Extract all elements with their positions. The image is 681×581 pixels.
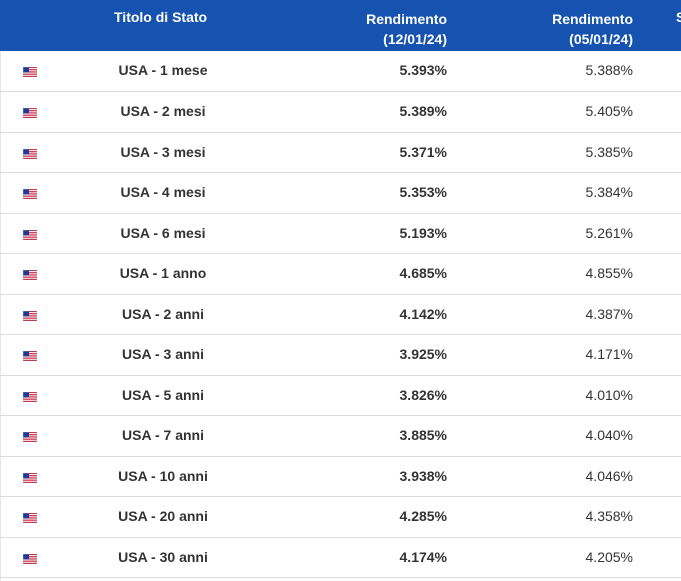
table-row[interactable]: USA - 2 mesi 5.389% 5.405% [0,92,681,133]
bond-name[interactable]: USA - 3 mesi [120,143,206,160]
bond-name[interactable]: USA - 30 anni [118,548,208,565]
table-row[interactable]: USA - 3 anni 3.925% 4.171% [0,335,681,376]
yield-prev: 5.385% [585,143,633,160]
yield-current: 4.142% [399,305,447,322]
yield-current: 5.393% [399,62,447,78]
yield-current: 5.353% [399,184,447,200]
yield-prev: 4.171% [585,346,633,362]
table-row[interactable]: USA - 5 anni 3.826% 4.010% [0,376,681,416]
yield-prev: 4.205% [585,548,633,565]
bond-name[interactable]: USA - 1 anno [119,265,207,281]
us-flag-icon [22,551,38,564]
bond-name[interactable]: USA - 2 mesi [120,103,206,119]
bond-name[interactable]: USA - 7 anni [122,427,204,443]
us-flag-icon [22,510,38,524]
us-flag-icon [22,227,38,240]
yield-prev: 5.405% [585,103,633,119]
yield-current: 5.371% [399,143,447,160]
bond-name[interactable]: USA - 3 anni [122,346,204,362]
us-flag-icon [22,429,38,443]
yield-prev: 4.010% [585,386,633,403]
us-flag-icon [22,186,38,200]
bond-name[interactable]: USA - 1 mese [118,62,208,78]
us-flag-icon [22,64,38,78]
yield-prev: 4.046% [585,467,633,484]
us-flag-icon [22,105,38,119]
us-flag-icon [22,470,38,483]
yield-prev: 4.855% [585,265,633,281]
yield-prev: 5.261% [585,224,633,241]
yield-current: 5.193% [399,224,447,241]
yield-current: 3.925% [399,346,447,362]
table-row[interactable]: USA - 3 mesi 5.371% 5.385% [0,133,681,173]
yield-prev: 4.358% [585,508,633,524]
bond-name[interactable]: USA - 6 mesi [120,224,206,241]
yield-prev: 4.387% [585,305,633,322]
table-row[interactable]: USA - 1 mese 5.393% 5.388% [0,51,681,92]
bond-name[interactable]: USA - 10 anni [118,467,208,484]
bond-name[interactable]: USA - 5 anni [122,386,204,403]
yield-current: 3.826% [399,386,447,403]
us-flag-icon [22,389,38,402]
yield-current: 4.685% [399,265,447,281]
column-header-yield-prev[interactable]: Rendimento (05/01/24) [552,9,633,49]
table-header: Titolo di Stato Rendimento (12/01/24) Re… [0,0,681,51]
column-header-yield-current[interactable]: Rendimento (12/01/24) [366,9,447,49]
column-header-name[interactable]: Titolo di Stato [114,9,208,25]
table-row[interactable]: USA - 30 anni 4.174% 4.205% [0,538,681,578]
us-flag-icon [22,267,38,281]
us-flag-icon [22,308,38,321]
table-row[interactable]: USA - 7 anni 3.885% 4.040% [0,416,681,457]
column-header-yield-prev-date: (05/01/24) [569,31,633,47]
yield-current: 5.389% [399,103,447,119]
table-left-border [0,51,1,581]
yield-current: 4.285% [399,508,447,524]
bond-name[interactable]: USA - 2 anni [122,305,204,322]
yield-current: 3.938% [399,467,447,484]
table-body: USA - 1 mese 5.393% 5.388% USA - 2 mesi … [0,51,681,578]
bond-name[interactable]: USA - 4 mesi [120,184,206,200]
table-row[interactable]: USA - 1 anno 4.685% 4.855% [0,254,681,295]
table-row[interactable]: USA - 4 mesi 5.353% 5.384% [0,173,681,214]
yield-current: 4.174% [399,548,447,565]
yield-prev: 5.384% [585,184,633,200]
yield-prev: 5.388% [585,62,633,78]
bond-name[interactable]: USA - 20 anni [118,508,208,524]
column-header-yield-prev-label: Rendimento [552,11,633,27]
column-header-yield-current-label: Rendimento [366,11,447,27]
table-row[interactable]: USA - 10 anni 3.938% 4.046% [0,457,681,497]
table-row[interactable]: USA - 20 anni 4.285% 4.358% [0,497,681,538]
yield-prev: 4.040% [585,427,633,443]
yield-current: 3.885% [399,427,447,443]
table-row[interactable]: USA - 2 anni 4.142% 4.387% [0,295,681,335]
column-header-truncated[interactable]: S [676,9,681,25]
us-flag-icon [22,146,38,159]
us-flag-icon [22,348,38,362]
table-row[interactable]: USA - 6 mesi 5.193% 5.261% [0,214,681,254]
column-header-yield-current-date: (12/01/24) [383,31,447,47]
